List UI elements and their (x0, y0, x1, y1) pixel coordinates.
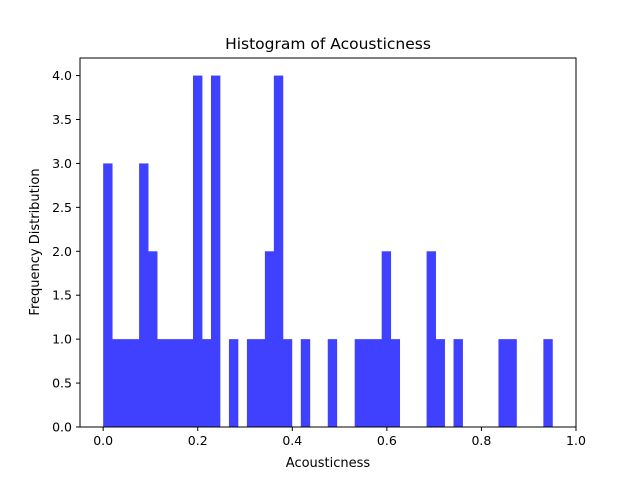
y-tick-label: 3.0 (52, 156, 72, 171)
plot-frame (79, 57, 577, 428)
histogram-bar (210, 75, 221, 427)
y-axis-ticks: 0.0 0.5 1.0 1.5 2.0 2.5 3.0 3.5 4.0 (52, 68, 80, 435)
histogram-bar (381, 251, 392, 427)
histogram-bar (103, 163, 113, 427)
x-axis-ticks: 0.0 0.2 0.4 0.6 0.8 1.0 (93, 427, 586, 448)
x-tick-label: 0.8 (471, 433, 491, 448)
histogram-bar (498, 339, 508, 427)
histogram-bar (130, 339, 140, 427)
y-tick-label: 0.0 (52, 420, 72, 435)
y-tick-label: 2.5 (52, 200, 72, 215)
histogram-bar (372, 339, 383, 427)
histogram-bar (166, 339, 176, 427)
histogram-bar (507, 339, 517, 427)
y-axis-label: Frequency Distribution (28, 168, 43, 315)
y-tick-label: 0.5 (52, 376, 72, 391)
histogram-bar (363, 339, 374, 427)
histogram-bar (228, 339, 239, 427)
histogram-bar (453, 339, 463, 427)
histogram-bar (157, 339, 167, 427)
histogram-bar (184, 339, 194, 427)
histogram-bar (390, 339, 401, 427)
y-tick-label: 3.5 (52, 112, 72, 127)
x-tick-label: 0.0 (93, 433, 113, 448)
y-tick-label: 4.0 (52, 68, 72, 83)
x-axis-label: Acousticness (286, 456, 371, 471)
chart-title: Histogram of Acousticness (225, 35, 431, 53)
y-tick-label: 1.5 (52, 288, 72, 303)
histogram-bar (121, 339, 131, 427)
histogram-bar (354, 339, 365, 427)
x-tick-label: 0.2 (188, 433, 208, 448)
histogram-bar (175, 339, 185, 427)
histogram-bar (282, 339, 293, 427)
x-tick-label: 1.0 (566, 433, 586, 448)
histogram-bar (255, 339, 266, 427)
histogram-bar (435, 339, 445, 427)
bars-group (103, 75, 553, 427)
histogram-bar (327, 339, 338, 427)
histogram-bar (139, 163, 149, 427)
histogram-bar (112, 339, 122, 427)
x-tick-label: 0.4 (282, 433, 302, 448)
histogram-bar (264, 251, 275, 427)
histogram-bar (273, 75, 284, 427)
histogram-bar (426, 251, 436, 427)
x-tick-label: 0.6 (377, 433, 397, 448)
histogram-bar (201, 339, 212, 427)
histogram-bar (543, 339, 553, 427)
histogram-bar (246, 339, 257, 427)
histogram-bar (148, 251, 158, 427)
histogram-bar (300, 339, 311, 427)
y-tick-label: 1.0 (52, 332, 72, 347)
y-tick-label: 2.0 (52, 244, 72, 259)
histogram-bar (193, 75, 203, 427)
